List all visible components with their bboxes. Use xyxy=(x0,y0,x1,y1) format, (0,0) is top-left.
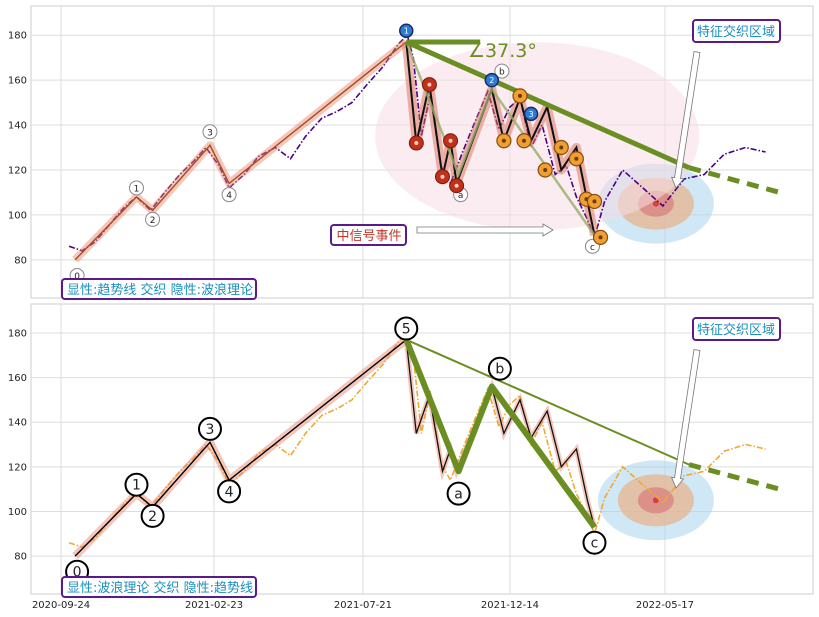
wave-marker-circle xyxy=(399,23,414,38)
wave-label-circle xyxy=(446,481,471,506)
orange-signal-dot-core xyxy=(592,199,597,204)
abc-outline xyxy=(405,41,596,236)
feature-zone-arrow-top xyxy=(670,51,701,189)
wave-marker-text: 1 xyxy=(404,27,409,36)
wave-label-text: c xyxy=(590,243,595,253)
red-signal-dot-core xyxy=(440,174,445,179)
orange-signal-dot-core xyxy=(543,167,548,172)
orange-signal-dot-core xyxy=(598,235,603,240)
y-tick-label: 100 xyxy=(8,507,27,518)
wave-label-circle xyxy=(202,124,218,140)
feature-zone-arrow-bottom xyxy=(670,349,701,489)
feature-zone-center xyxy=(652,200,659,207)
wave-label-circle xyxy=(124,472,149,497)
wave-label-text: 0 xyxy=(73,565,82,581)
svg-text:显性:波浪理论 交织 隐性:趋势线: 显性:波浪理论 交织 隐性:趋势线 xyxy=(67,580,253,596)
angle-annotation: ∠37.3° xyxy=(468,40,537,62)
wave-label-text: a xyxy=(454,487,463,503)
orange-signal-dot-core xyxy=(501,138,506,143)
wave-label-text: a xyxy=(458,191,464,201)
feature-zone-center xyxy=(652,497,659,504)
red-signal-dot-core xyxy=(427,82,432,87)
red-signal-dot-core xyxy=(414,141,419,146)
trendline-projection xyxy=(688,165,781,195)
wave-label-text: 4 xyxy=(225,484,234,500)
x-tick-label: 2020-09-24 xyxy=(32,600,90,611)
signal-event-note: 中信号事件 xyxy=(330,224,407,246)
svg-text:显性:趋势线 交织 隐性:波浪理论: 显性:趋势线 交织 隐性:波浪理论 xyxy=(67,282,253,298)
orange-signal-dot-core xyxy=(559,145,564,150)
impulse-wave-line xyxy=(74,339,407,557)
wave-label-text: 5 xyxy=(402,322,411,338)
wave-label-circle xyxy=(140,503,165,528)
trendline-projection xyxy=(688,462,781,492)
wave-label-circle xyxy=(487,356,512,381)
svg-text:中信号事件: 中信号事件 xyxy=(336,229,401,244)
price-series-line xyxy=(68,33,766,252)
y-tick-label: 140 xyxy=(8,418,27,429)
wave-label-circle xyxy=(128,180,144,196)
wave-label-text: b xyxy=(499,68,505,78)
wave-label-text: 2 xyxy=(150,216,156,226)
wave-label-text: 4 xyxy=(226,191,232,201)
top-caption: 显性:趋势线 交织 隐性:波浪理论 xyxy=(61,278,257,300)
wave-label-text: 3 xyxy=(207,128,213,138)
wave-label-text: 3 xyxy=(206,422,215,438)
wave-label-text: 2 xyxy=(148,509,157,525)
y-tick-label: 100 xyxy=(8,210,27,221)
y-tick-label: 120 xyxy=(8,165,27,176)
abc-wave-line xyxy=(403,338,597,529)
svg-text:特征交织区域: 特征交织区域 xyxy=(697,322,775,338)
y-tick-label: 180 xyxy=(8,31,27,42)
signal-event-arrow xyxy=(416,223,554,237)
wave-label-circle xyxy=(394,316,419,341)
wave-label-circle xyxy=(197,416,222,441)
wave-label-text: 1 xyxy=(134,184,140,194)
y-tick-label: 80 xyxy=(14,552,27,563)
wave-label-text: c xyxy=(591,536,599,552)
orange-signal-dot-core xyxy=(522,138,527,143)
x-tick-label: 2021-02-23 xyxy=(185,600,243,611)
x-tick-label: 2022-05-17 xyxy=(636,600,694,611)
correction-line xyxy=(405,339,596,528)
y-tick-label: 160 xyxy=(8,373,27,384)
feature-zone-note-bottom: 特征交织区域 xyxy=(692,317,781,341)
wave-label-text: b xyxy=(495,362,504,378)
wave-marker-text: 2 xyxy=(489,76,494,85)
orange-signal-dot-core xyxy=(574,156,579,161)
price-series-line xyxy=(68,331,766,549)
red-signal-dot-core xyxy=(454,183,459,188)
wave-label-text: 1 xyxy=(132,478,141,494)
wave-label-circle xyxy=(217,479,242,504)
y-tick-label: 120 xyxy=(8,462,27,473)
feature-zone-note-top: 特征交织区域 xyxy=(692,19,781,43)
trendline-solid xyxy=(405,39,691,171)
orange-signal-dot-core xyxy=(518,93,522,98)
bottom-caption: 显性:波浪理论 交织 隐性:趋势线 xyxy=(61,576,257,598)
wave-marker-text: 3 xyxy=(529,110,534,119)
wave-marker-circle xyxy=(523,106,539,122)
svg-text:特征交织区域: 特征交织区域 xyxy=(697,24,775,40)
wave-marker-circle xyxy=(484,72,500,88)
wave-label-circle xyxy=(494,63,510,79)
wave-label-circle xyxy=(221,187,237,203)
y-tick-label: 180 xyxy=(8,329,27,340)
y-tick-label: 80 xyxy=(14,255,27,266)
x-tick-label: 2021-07-21 xyxy=(334,600,392,611)
y-tick-label: 160 xyxy=(8,76,27,87)
x-tick-label: 2021-12-14 xyxy=(481,600,539,611)
wave-label-circle xyxy=(582,530,607,555)
impulse-wave-line xyxy=(74,41,407,261)
wave-label-text: 0 xyxy=(74,272,80,282)
wave-label-circle xyxy=(145,211,161,227)
trendline-solid xyxy=(405,338,690,466)
red-signal-dot-core xyxy=(448,138,453,143)
y-tick-label: 140 xyxy=(8,121,27,132)
